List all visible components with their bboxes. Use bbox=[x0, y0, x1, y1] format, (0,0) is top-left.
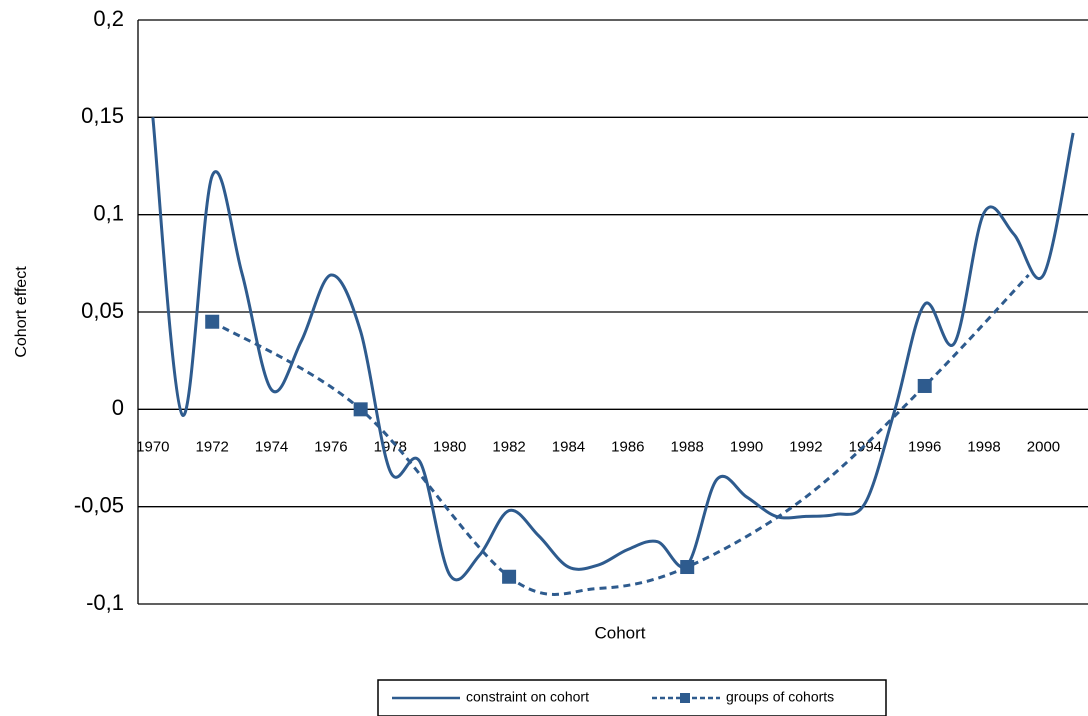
x-tick-label: 1976 bbox=[314, 438, 347, 455]
x-tick-label: 1988 bbox=[671, 438, 704, 455]
x-tick-label: 1972 bbox=[196, 438, 229, 455]
y-tick-label: -0,05 bbox=[74, 492, 124, 517]
marker bbox=[917, 378, 932, 393]
x-tick-label: 1998 bbox=[967, 438, 1000, 455]
marker bbox=[353, 402, 368, 417]
x-tick-label: 1970 bbox=[136, 438, 169, 455]
x-tick-label: 2000 bbox=[1027, 438, 1060, 455]
y-tick-label: 0,15 bbox=[81, 103, 124, 128]
x-tick-label: 1996 bbox=[908, 438, 941, 455]
legend-marker bbox=[680, 693, 690, 703]
x-tick-label: 1990 bbox=[730, 438, 763, 455]
x-tick-label: 1986 bbox=[611, 438, 644, 455]
x-tick-label: 1974 bbox=[255, 438, 288, 455]
y-tick-label: 0,2 bbox=[93, 6, 124, 31]
y-tick-label: 0 bbox=[112, 395, 124, 420]
legend-label: constraint on cohort bbox=[466, 689, 589, 705]
legend-box bbox=[377, 679, 887, 716]
series-line bbox=[151, 117, 1075, 582]
series-line bbox=[211, 273, 1030, 596]
y-tick-label: 0,05 bbox=[81, 298, 124, 323]
marker bbox=[680, 560, 695, 575]
x-tick-label: 1982 bbox=[492, 438, 525, 455]
legend-label: groups of cohorts bbox=[726, 689, 834, 705]
marker bbox=[205, 314, 220, 329]
marker bbox=[502, 569, 517, 584]
y-tick-label: -0,1 bbox=[86, 590, 124, 615]
y-tick-label: 0,1 bbox=[93, 200, 124, 225]
x-tick-label: 1992 bbox=[789, 438, 822, 455]
x-tick-label: 1984 bbox=[552, 438, 585, 455]
y-axis-label: Cohort effect bbox=[13, 266, 30, 358]
x-tick-label: 1980 bbox=[433, 438, 466, 455]
x-axis-label: Cohort bbox=[594, 623, 645, 642]
